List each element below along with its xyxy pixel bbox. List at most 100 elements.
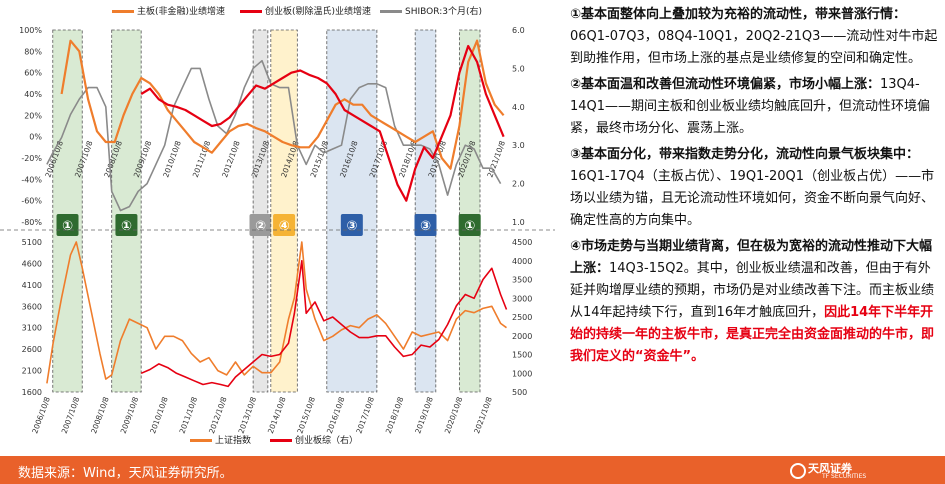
legend-label: 上证指数 bbox=[215, 436, 252, 446]
p4-heading: ④市场走势与当期业绩背离，但在极为宽裕的流动性推动下大幅上涨： bbox=[570, 239, 933, 276]
bottom-x-tick-2: 2008/10/8 bbox=[89, 395, 111, 434]
top-left-tick-6: -20% bbox=[21, 154, 42, 163]
top-right-tick-3: 3.0 bbox=[512, 141, 525, 150]
region-badge-label-3: ② bbox=[255, 219, 266, 234]
legend-swatch bbox=[240, 10, 262, 13]
legend-bottom-item-0: 上证指数 bbox=[190, 433, 251, 446]
highlight-region-7 bbox=[458, 29, 481, 393]
text-panel: ①基本面整体向上叠加较为充裕的流动性，带来普涨行情： 06Q1-07Q3，08Q4… bbox=[570, 4, 940, 448]
bottom-left-tick-6: 2100 bbox=[22, 367, 42, 376]
bottom-left-tick-4: 3100 bbox=[22, 324, 42, 333]
bottom-x-tick-11: 2017/10/8 bbox=[354, 395, 376, 434]
chinext-growth-line bbox=[140, 44, 505, 202]
bottom-x-tick-5: 2011/10/8 bbox=[178, 395, 200, 434]
paragraph-4: ④市场走势与当期业绩背离，但在极为宽裕的流动性推动下大幅上涨：14Q3-15Q2… bbox=[570, 236, 940, 368]
legend-top-item-2: SHIBOR:3个月(右) bbox=[380, 4, 482, 17]
p4-highlight: 因此14年下半年开始的持续一年的主板牛市，是真正完全由资金面推动的牛市，即我们定… bbox=[570, 305, 935, 364]
bottom-x-tick-1: 2007/10/8 bbox=[60, 395, 82, 434]
chinext-index-line bbox=[140, 259, 508, 388]
legend-bottom: 上证指数 创业板综（右） bbox=[0, 433, 560, 449]
bottom-x-tick-13: 2019/10/8 bbox=[413, 395, 435, 434]
bottom-x-tick-8: 2014/10/8 bbox=[266, 395, 288, 434]
top-left-tick-4: 20% bbox=[24, 111, 42, 120]
highlight-region-2 bbox=[111, 29, 142, 393]
bottom-right-tick-5: 2000 bbox=[512, 332, 532, 341]
region-badge-1 bbox=[56, 214, 79, 236]
highlight-region-6 bbox=[414, 29, 437, 393]
bottom-left-tick-0: 5100 bbox=[22, 238, 42, 247]
region-badge-label-7: ① bbox=[464, 219, 475, 234]
bottom-right-tick-7: 1000 bbox=[512, 369, 532, 378]
bottom-right-tick-3: 3000 bbox=[512, 294, 532, 303]
top-right-tick-1: 5.0 bbox=[512, 64, 525, 73]
bottom-left-tick-2: 4100 bbox=[22, 281, 42, 290]
legend-top: 主板(非金融)业绩增速 创业板(剔除温氏)业绩增速 SHIBOR:3个月(右) bbox=[0, 4, 560, 22]
shanghai-index-line bbox=[46, 241, 507, 384]
top-right-tick-2: 4.0 bbox=[512, 103, 525, 112]
region-badge-4 bbox=[273, 214, 296, 236]
p1-body: 06Q1-07Q3，08Q4-10Q1，20Q2-21Q3——流动性对牛市起到助… bbox=[570, 29, 938, 66]
bottom-right-tick-8: 500 bbox=[512, 388, 527, 397]
top-x-tick-15: 2021/10/8 bbox=[485, 139, 507, 178]
bottom-right-tick-0: 4500 bbox=[512, 238, 532, 247]
top-left-tick-7: -40% bbox=[21, 175, 42, 184]
p3-body: 16Q1-17Q4（主板占优）、19Q1-20Q1（创业板占优）——市场以业绩为… bbox=[570, 169, 935, 228]
region-badge-label-4: ④ bbox=[279, 219, 290, 234]
highlight-region-5 bbox=[326, 29, 378, 393]
chart-area: ① ① ② ④ ③ ③ ① 100% 80% 60% 40% 20% 0% -20% -40% -60% -80… bbox=[0, 4, 560, 449]
legend-label: SHIBOR:3个月(右) bbox=[405, 7, 482, 17]
bottom-right-tick-4: 2500 bbox=[512, 313, 532, 322]
bottom-x-tick-0: 2006/10/8 bbox=[30, 395, 52, 434]
region-badge-label-5: ③ bbox=[346, 219, 357, 234]
top-right-tick-0: 6.0 bbox=[512, 26, 525, 35]
legend-label: 主板(非金融)业绩增速 bbox=[137, 7, 226, 17]
p1-heading: ①基本面整体向上叠加较为充裕的流动性，带来普涨行情： bbox=[570, 7, 907, 22]
p2-heading: ②基本面温和改善但流动性环境偏紧，市场小幅上涨： bbox=[570, 77, 881, 92]
top-left-tick-2: 60% bbox=[24, 69, 42, 78]
logo-text: 天风证券 bbox=[808, 462, 852, 475]
bottom-left-tick-1: 4600 bbox=[22, 259, 42, 268]
legend-label: 创业板(剔除温氏)业绩增速 bbox=[265, 7, 372, 17]
bottom-left-tick-5: 2600 bbox=[22, 345, 42, 354]
region-badge-6 bbox=[414, 214, 437, 236]
highlight-region-1 bbox=[52, 29, 83, 393]
top-left-tick-0: 100% bbox=[19, 26, 42, 35]
bottom-x-tick-6: 2012/10/8 bbox=[207, 395, 229, 434]
bottom-x-tick-14: 2020/10/8 bbox=[443, 395, 465, 434]
logo-icon bbox=[790, 463, 806, 479]
region-badge-label-6: ③ bbox=[420, 219, 431, 234]
bottom-left-tick-7: 1600 bbox=[22, 388, 42, 397]
p3-heading: ③基本面分化，带来指数走势分化，流动性向景气板块集中： bbox=[570, 147, 920, 162]
region-badge-2 bbox=[115, 214, 138, 236]
bottom-x-tick-3: 2009/10/8 bbox=[119, 395, 141, 434]
top-left-tick-1: 80% bbox=[24, 47, 42, 56]
highlight-region-3 bbox=[252, 29, 269, 393]
legend-label: 创业板综（右） bbox=[295, 436, 359, 446]
bottom-x-tick-4: 2010/10/8 bbox=[148, 395, 170, 434]
bottom-x-tick-7: 2013/10/8 bbox=[237, 395, 259, 434]
legend-bottom-item-1: 创业板综（右） bbox=[270, 433, 358, 446]
bottom-left-tick-3: 3600 bbox=[22, 302, 42, 311]
top-x-tick-6: 2012/10/8 bbox=[220, 139, 242, 178]
top-left-tick-3: 40% bbox=[24, 90, 42, 99]
bottom-right-tick-1: 4000 bbox=[512, 257, 532, 266]
p2-body: 13Q4-14Q1——期间主板和创业板业绩均触底回升，但流动性环境偏紧，最终市场… bbox=[570, 77, 931, 136]
region-badge-label-2: ① bbox=[121, 219, 132, 234]
chart-svg: ① ① ② ④ ③ ③ ① 100% 80% 60% 40% 20% 0% -20% -40% -60% -80… bbox=[0, 26, 555, 435]
logo-text-en: TF SECURITIES bbox=[822, 473, 867, 480]
p4-body: 14Q3-15Q2。其中，创业板业绩温和改善，但由于有外延并购增厚业绩的预期，市… bbox=[570, 261, 935, 320]
region-badge-3 bbox=[249, 214, 272, 236]
legend-swatch bbox=[380, 10, 402, 13]
footer-bar: 数据来源：Wind，天风证券研究所。 天风证券 TF SECURITIES bbox=[0, 456, 945, 484]
legend-swatch bbox=[270, 439, 292, 442]
paragraph-2: ②基本面温和改善但流动性环境偏紧，市场小幅上涨：13Q4-14Q1——期间主板和… bbox=[570, 74, 940, 140]
bottom-right-tick-6: 1500 bbox=[512, 351, 532, 360]
legend-top-item-1: 创业板(剔除温氏)业绩增速 bbox=[240, 4, 371, 17]
bottom-right-tick-2: 3500 bbox=[512, 276, 532, 285]
region-badge-label-1: ① bbox=[62, 219, 73, 234]
top-left-tick-9: -80% bbox=[21, 218, 42, 227]
bottom-x-tick-10: 2016/10/8 bbox=[325, 395, 347, 434]
legend-swatch bbox=[112, 10, 134, 13]
bottom-x-tick-12: 2018/10/8 bbox=[384, 395, 406, 434]
highlight-region-4 bbox=[270, 29, 298, 393]
